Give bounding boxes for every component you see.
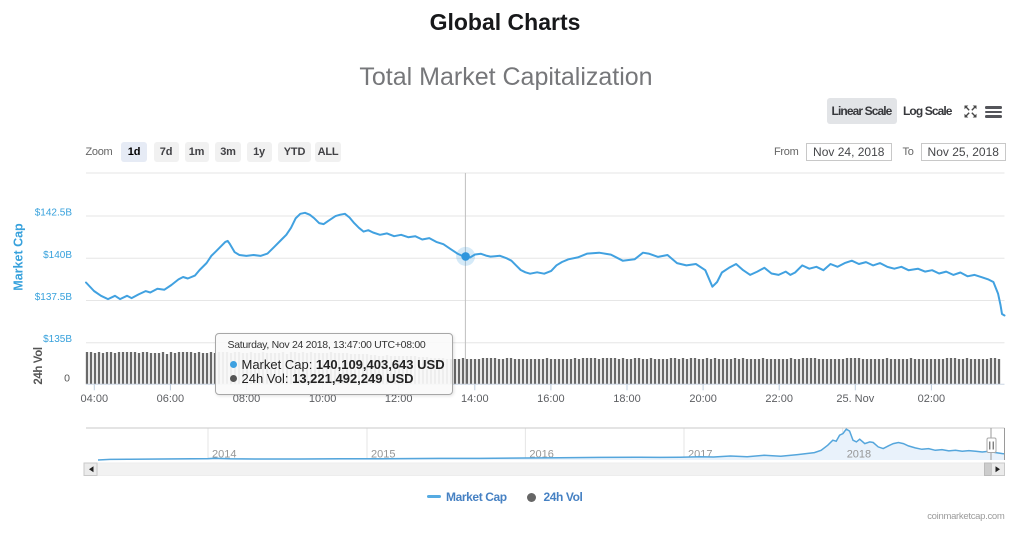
svg-text:$137.5B: $137.5B <box>35 292 73 303</box>
svg-text:08:00: 08:00 <box>233 393 261 405</box>
svg-text:2014: 2014 <box>212 449 236 461</box>
svg-text:22:00: 22:00 <box>765 393 793 405</box>
svg-text:16:00: 16:00 <box>537 393 565 405</box>
svg-text:2018: 2018 <box>847 449 871 461</box>
svg-text:0: 0 <box>64 373 70 385</box>
svg-text:$142.5B: $142.5B <box>35 208 73 219</box>
svg-text:Market Cap: Market Cap <box>12 223 26 291</box>
svg-text:$135B: $135B <box>43 334 72 345</box>
svg-text:24h Vol: 24h Vol <box>33 347 45 384</box>
svg-text:10:00: 10:00 <box>309 393 337 405</box>
svg-text:06:00: 06:00 <box>157 393 185 405</box>
svg-text:18:00: 18:00 <box>613 393 641 405</box>
svg-text:12:00: 12:00 <box>385 393 413 405</box>
svg-text:04:00: 04:00 <box>81 393 109 405</box>
svg-text:20:00: 20:00 <box>689 393 717 405</box>
svg-text:2015: 2015 <box>371 449 395 461</box>
svg-text:$140B: $140B <box>43 250 72 261</box>
svg-text:14:00: 14:00 <box>461 393 489 405</box>
svg-text:2017: 2017 <box>688 449 712 461</box>
svg-text:25. Nov: 25. Nov <box>836 393 874 405</box>
svg-text:02:00: 02:00 <box>918 393 946 405</box>
